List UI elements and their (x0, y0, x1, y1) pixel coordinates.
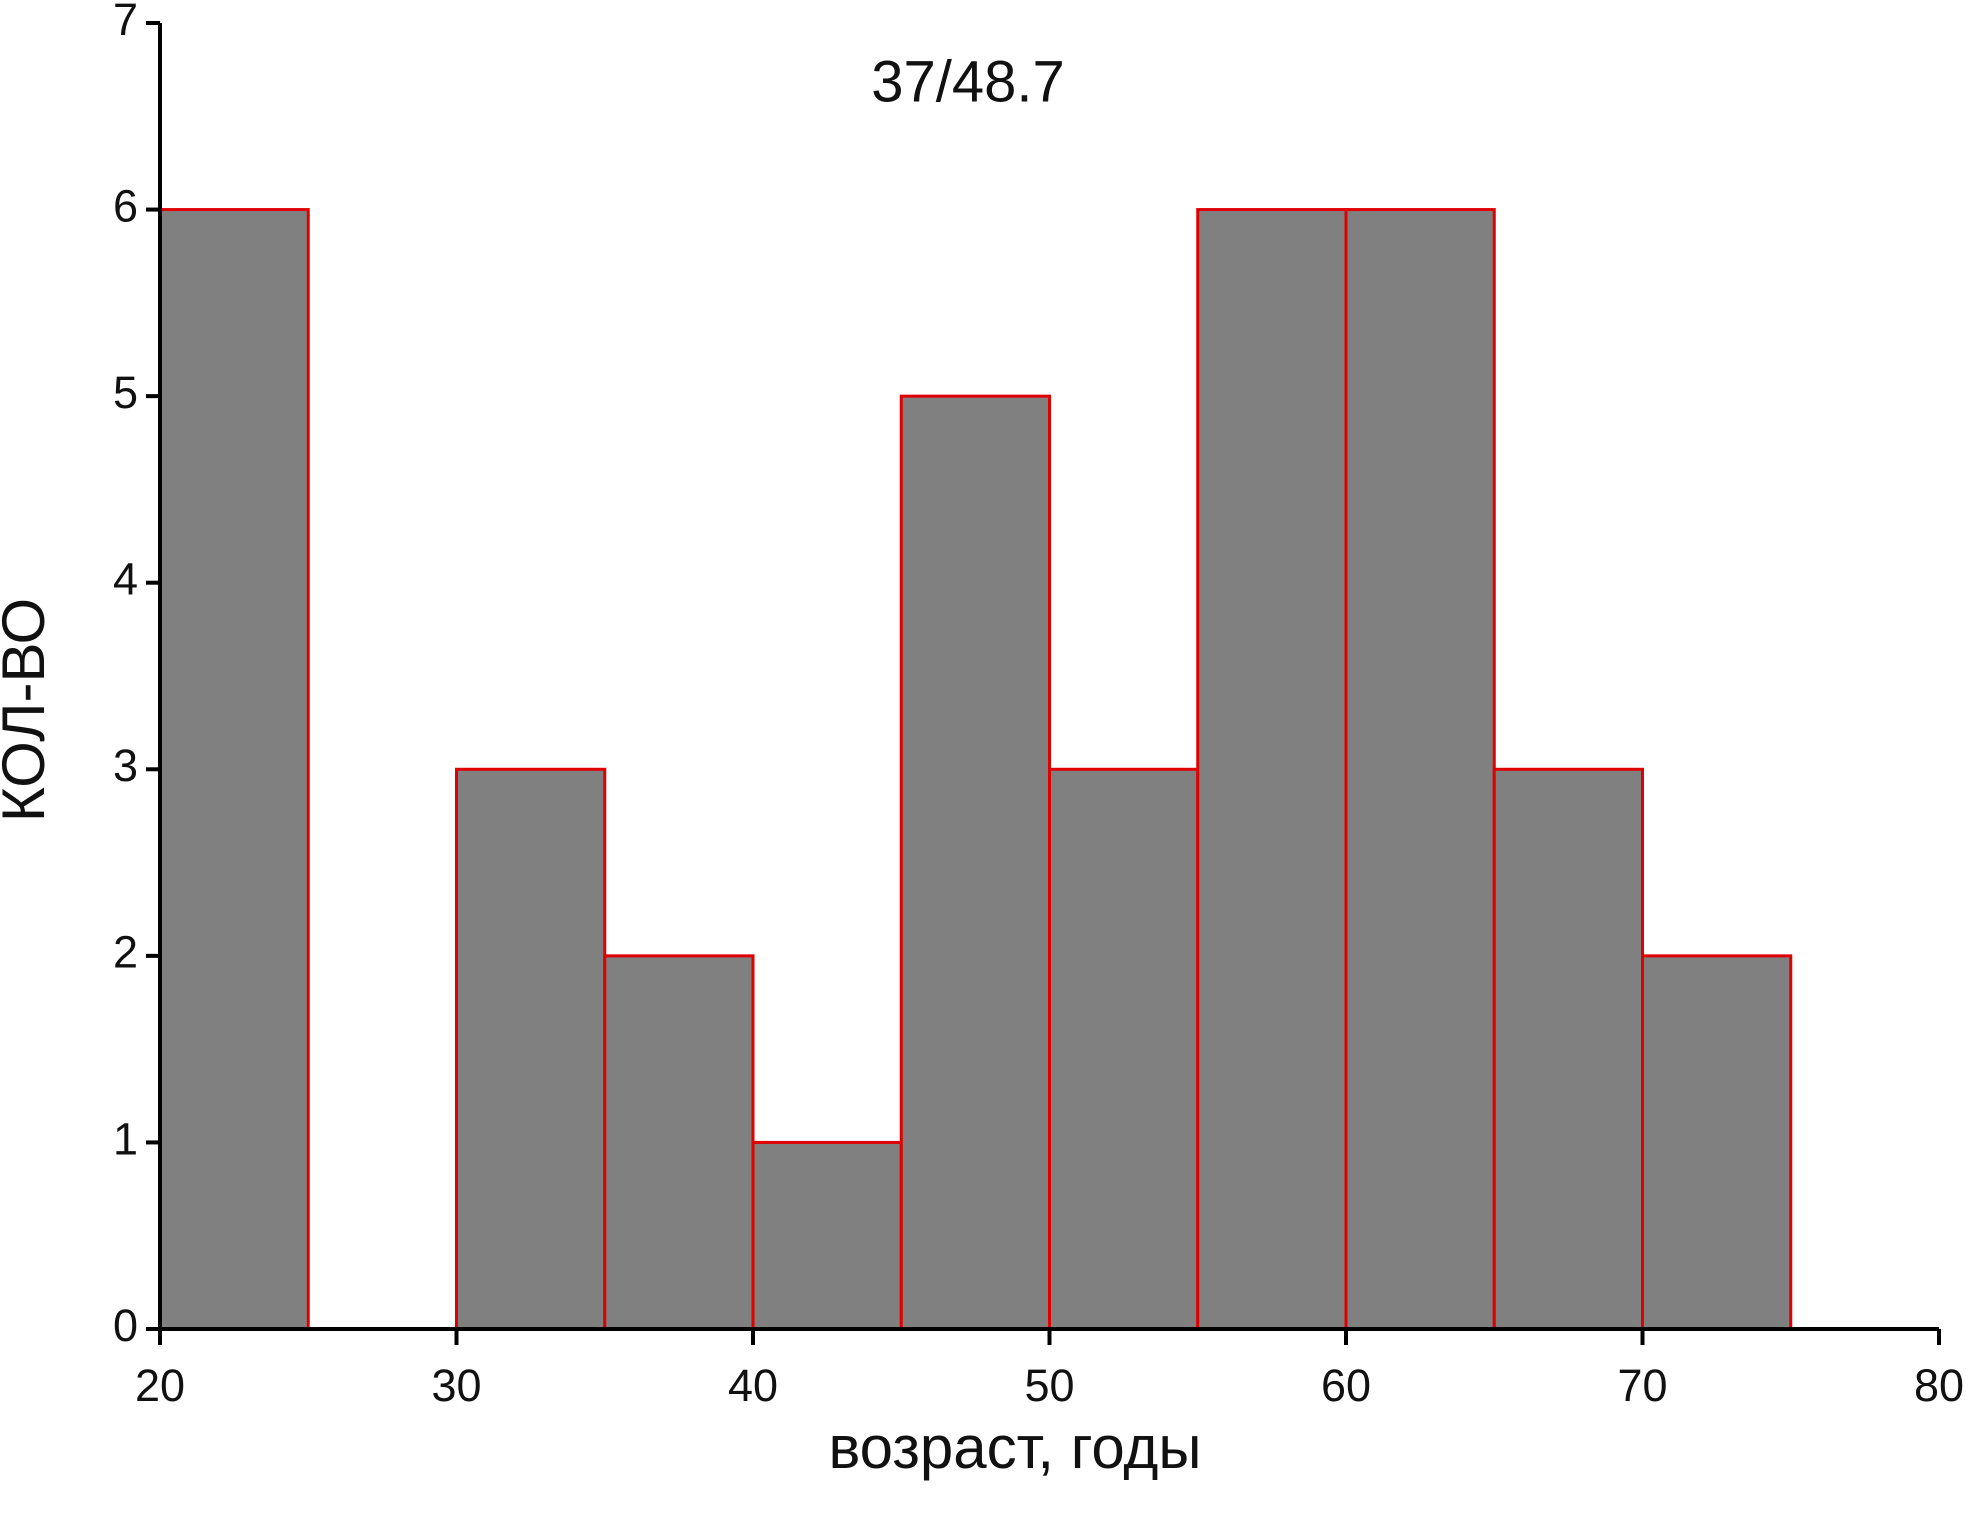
bar (1048, 767, 1200, 1331)
x-axis-label: возраст, годы (828, 1414, 1201, 1481)
y-tick-label: 0 (113, 1300, 138, 1351)
x-tick-label: 50 (1024, 1360, 1074, 1411)
bar (1344, 208, 1496, 1331)
x-tick-label: 70 (1617, 1360, 1667, 1411)
bar (1196, 208, 1348, 1331)
x-tick-label: 80 (1914, 1360, 1964, 1411)
y-tick-label: 7 (113, 0, 138, 45)
x-tick-label: 40 (728, 1360, 778, 1411)
bar (1492, 767, 1644, 1331)
annotation: 37/48.7 (871, 49, 1065, 114)
y-tick-label: 4 (113, 554, 138, 605)
bar (1641, 954, 1793, 1331)
bar (455, 767, 607, 1331)
x-tick-label: 20 (135, 1360, 185, 1411)
bar (751, 1140, 903, 1331)
y-tick-label: 6 (113, 180, 138, 231)
bar (899, 394, 1051, 1331)
bar (603, 954, 755, 1331)
y-axis-label: КОЛ-ВО (0, 598, 57, 822)
y-tick-label: 1 (113, 1113, 138, 1164)
bar (158, 208, 310, 1331)
y-tick-label: 3 (113, 740, 138, 791)
y-tick-label: 5 (113, 367, 138, 418)
y-tick-label: 2 (113, 927, 138, 978)
x-tick-label: 60 (1321, 1360, 1371, 1411)
x-tick-label: 30 (431, 1360, 481, 1411)
